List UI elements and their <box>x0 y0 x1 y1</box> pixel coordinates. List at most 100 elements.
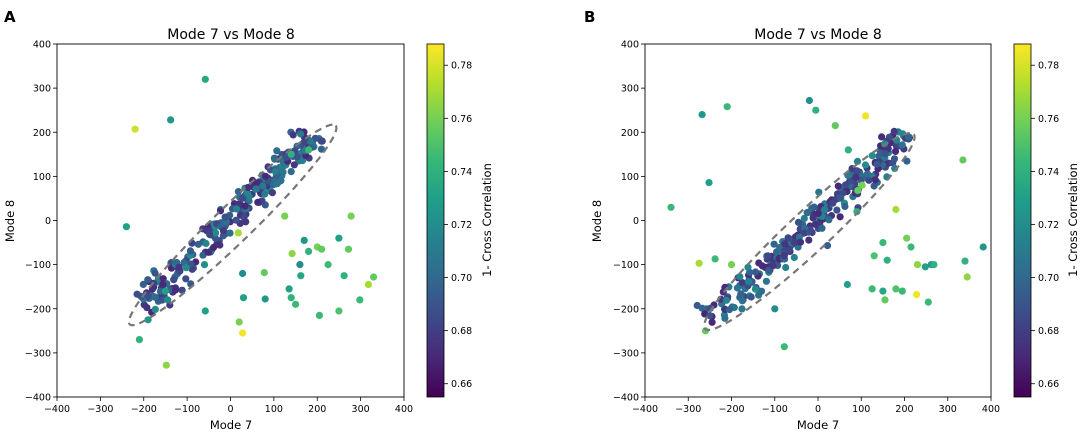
x-tick-label: 100 <box>852 404 870 415</box>
scatter-point <box>737 291 746 299</box>
scatter-point <box>794 218 803 226</box>
scatter-point <box>209 243 218 252</box>
scatter-point <box>913 291 921 299</box>
scatter-point <box>293 153 301 161</box>
scatter-point <box>870 252 878 260</box>
scatter-point <box>881 150 889 158</box>
scatter-point <box>287 150 295 158</box>
scatter-point <box>151 269 159 277</box>
scatter-point <box>846 177 854 185</box>
scatter-point <box>200 261 209 269</box>
colorbar-gradient <box>1013 43 1032 398</box>
x-tick-label: 200 <box>308 404 326 415</box>
scatter-point <box>288 250 296 258</box>
scatter-point <box>751 268 760 276</box>
scatter-point <box>903 157 911 165</box>
scatter-point <box>698 304 706 312</box>
scatter-point <box>892 285 900 293</box>
scatter-point <box>144 276 152 284</box>
scatter-point <box>762 277 771 285</box>
scatter-point <box>843 280 852 289</box>
scatter-point <box>279 168 287 176</box>
scatter-point <box>212 234 220 243</box>
scatter-point <box>232 205 241 213</box>
scatter-point <box>836 213 844 221</box>
scatter-point <box>733 284 742 292</box>
scatter-point <box>370 273 378 281</box>
scatter-point <box>738 279 746 287</box>
y-tick-label: 200 <box>621 128 639 139</box>
colorbar-tick-label: 0.66 <box>1038 379 1059 390</box>
y-tick-label: 400 <box>621 40 639 51</box>
scatter-point <box>317 137 325 145</box>
x-tick-label: 100 <box>265 404 283 415</box>
scatter-point <box>261 172 270 180</box>
scatter-point <box>170 276 178 284</box>
scatter-point <box>182 264 190 272</box>
scatter-point <box>315 311 323 319</box>
scatter-point <box>133 290 141 298</box>
scatter-point <box>744 263 752 271</box>
scatter-point <box>805 236 813 244</box>
scatter-point <box>273 180 281 188</box>
scatter-point <box>834 182 842 190</box>
x-axis-label: Mode 7 <box>797 418 839 432</box>
scatter-point <box>234 188 242 196</box>
scatter-point <box>122 223 130 231</box>
scatter-point <box>221 213 229 221</box>
y-tick-label: −400 <box>613 393 639 404</box>
scatter-point <box>268 189 276 197</box>
scatter-point <box>164 296 172 304</box>
scatter-point <box>300 236 308 244</box>
scatter-point <box>135 336 143 344</box>
scatter-point <box>770 240 778 248</box>
scatter-point <box>913 261 922 269</box>
scatter-point <box>821 206 829 214</box>
y-tick-label: −200 <box>25 304 51 315</box>
scatter-point <box>738 297 747 305</box>
scatter-point <box>199 251 207 259</box>
colorbar: 0.78 0.76 0.74 0.72 0.70 0.68 0.66 <box>1013 43 1059 398</box>
scatter-point <box>898 141 906 149</box>
scatter-point <box>254 198 262 206</box>
scatter-point <box>805 96 814 105</box>
colorbar-tick-label: 0.68 <box>451 326 472 337</box>
scatter-point <box>144 292 152 300</box>
x-tick-label: −100 <box>762 404 788 415</box>
scatter-point <box>239 294 248 302</box>
scatter-point <box>784 234 792 242</box>
scatter-point <box>307 138 315 146</box>
scatter-point <box>865 176 873 184</box>
y-axis-label: Mode 8 <box>3 200 17 242</box>
y-tick-label: 300 <box>33 84 51 95</box>
scatter-point <box>194 240 202 248</box>
scatter-point <box>271 155 279 163</box>
scatter-point <box>804 208 812 216</box>
scatter-point <box>861 161 870 169</box>
scatter-point <box>722 296 731 304</box>
scatter-point <box>242 218 250 226</box>
colorbar-tick-label: 0.74 <box>1038 167 1059 178</box>
colorbar-tick-label: 0.72 <box>1038 220 1059 231</box>
scatter-point <box>721 314 729 322</box>
scatter-point <box>812 220 820 229</box>
x-axis-label: Mode 7 <box>210 418 252 432</box>
scatter-point <box>292 300 300 308</box>
colorbar-label: 1- Cross Correlation <box>1066 163 1080 277</box>
scatter-point <box>287 294 295 302</box>
scatter-point <box>747 293 755 301</box>
scatter-point <box>159 280 167 288</box>
scatter-point <box>226 229 234 237</box>
chart-title: Mode 7 vs Mode 8 <box>167 27 294 43</box>
x-tick-label: 0 <box>227 404 233 415</box>
x-tick-label: −400 <box>632 404 658 415</box>
scatter-point <box>335 307 343 315</box>
scatter-point <box>273 147 281 155</box>
scatter-point <box>206 230 214 239</box>
scatter-point <box>836 194 844 202</box>
scatter-points <box>122 75 378 369</box>
scatter-point <box>695 259 703 267</box>
scatter-point <box>261 190 269 198</box>
scatter-point <box>841 202 849 210</box>
x-tick-label: −300 <box>675 404 701 415</box>
